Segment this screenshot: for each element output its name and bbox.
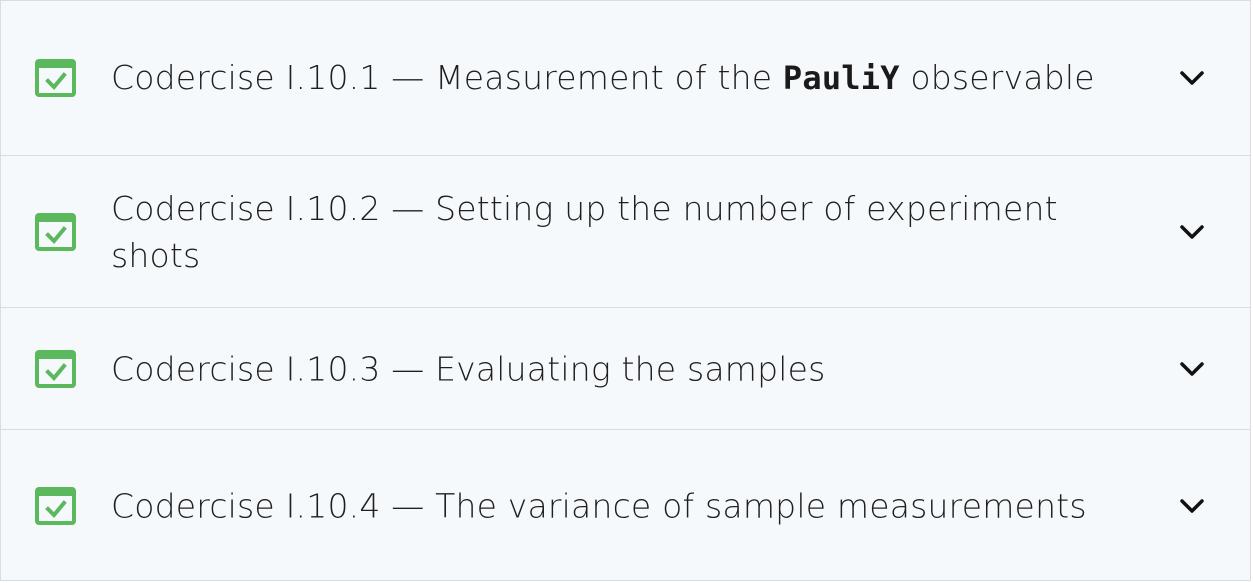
chevron-down-icon[interactable] xyxy=(1179,494,1205,518)
checked-box-icon xyxy=(35,212,76,251)
codercise-item-2[interactable]: Codercise I.10.2 — Setting up the number… xyxy=(1,156,1250,308)
codercise-title-2: Codercise I.10.2 — Setting up the number… xyxy=(111,188,1058,275)
checked-box-icon xyxy=(35,349,76,388)
checked-box-icon xyxy=(35,59,76,97)
codercise-item-1[interactable]: Codercise I.10.1 — Measurement of the Pa… xyxy=(1,1,1250,156)
codercise-title-3: Codercise I.10.3 — Evaluating the sample… xyxy=(111,349,826,388)
codercise-item-4[interactable]: Codercise I.10.4 — The variance of sampl… xyxy=(1,430,1250,582)
codercise-title-4: Codercise I.10.4 — The variance of sampl… xyxy=(111,486,1087,526)
chevron-down-icon[interactable] xyxy=(1179,220,1205,244)
checked-box-icon xyxy=(35,487,76,525)
chevron-down-icon[interactable] xyxy=(1179,357,1205,381)
codercise-item-3[interactable]: Codercise I.10.3 — Evaluating the sample… xyxy=(1,308,1250,430)
chevron-down-icon[interactable] xyxy=(1179,66,1205,90)
code-pauliy: PauliY xyxy=(782,59,900,97)
codercise-title-1: Codercise I.10.1 — Measurement of the Pa… xyxy=(111,58,1095,97)
